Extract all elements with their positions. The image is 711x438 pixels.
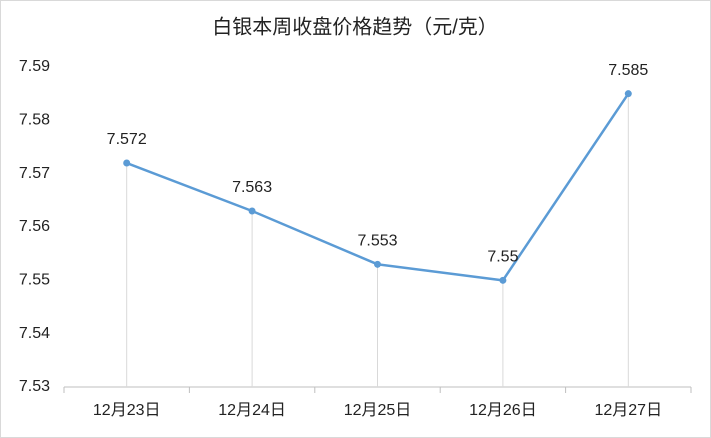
data-label: 7.585 bbox=[608, 62, 648, 79]
y-tick-label: 7.55 bbox=[19, 272, 50, 289]
x-tick-label: 12月23日 bbox=[93, 402, 161, 419]
data-label: 7.55 bbox=[487, 249, 518, 266]
y-tick-label: 7.56 bbox=[19, 218, 50, 235]
y-tick-label: 7.54 bbox=[19, 325, 50, 342]
point bbox=[248, 207, 256, 215]
x-tick-label: 12月25日 bbox=[344, 402, 412, 419]
point bbox=[374, 260, 381, 268]
y-tick-label: 7.57 bbox=[19, 165, 50, 182]
data-label: 7.553 bbox=[357, 233, 397, 250]
chart-title: 白银本周收盘价格趋势（元/克） bbox=[212, 15, 498, 38]
point bbox=[624, 90, 632, 98]
point bbox=[123, 159, 131, 167]
y-tick-label: 7.58 bbox=[19, 112, 50, 129]
data-label: 7.572 bbox=[107, 131, 147, 148]
data-label: 7.563 bbox=[232, 179, 272, 196]
y-tick-label: 7.59 bbox=[19, 58, 50, 75]
x-tick-label: 12月24日 bbox=[218, 402, 286, 419]
x-tick-label: 12月27日 bbox=[594, 402, 662, 419]
x-tick-label: 12月26日 bbox=[469, 402, 537, 419]
y-tick-label: 7.53 bbox=[19, 378, 50, 395]
point bbox=[499, 276, 507, 284]
